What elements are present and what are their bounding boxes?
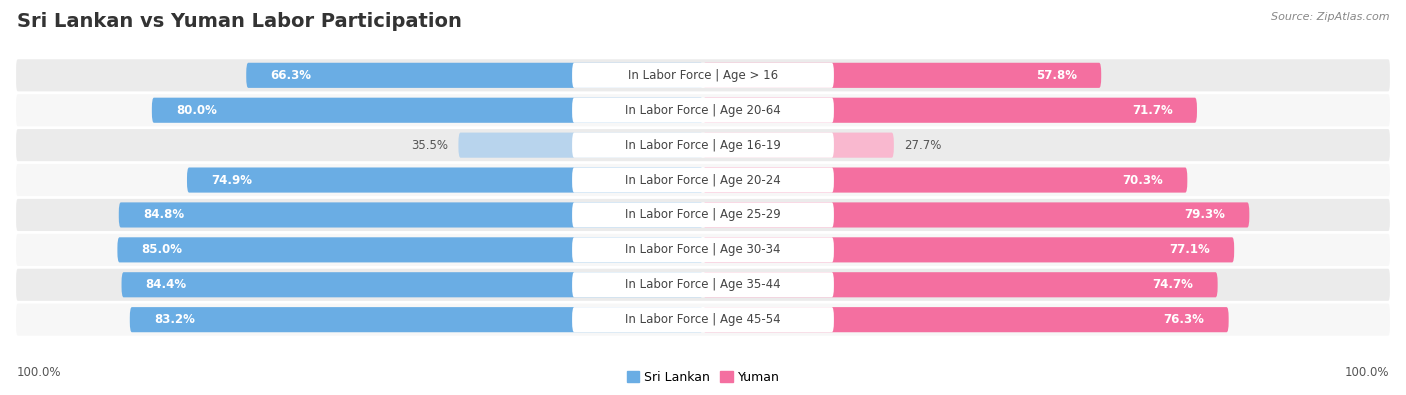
Text: 100.0%: 100.0% [17, 366, 62, 379]
Text: 84.4%: 84.4% [146, 278, 187, 291]
Text: 85.0%: 85.0% [142, 243, 183, 256]
Text: 83.2%: 83.2% [153, 313, 195, 326]
FancyBboxPatch shape [703, 63, 1101, 88]
FancyBboxPatch shape [703, 307, 1229, 332]
Text: In Labor Force | Age 35-44: In Labor Force | Age 35-44 [626, 278, 780, 291]
Text: 100.0%: 100.0% [1344, 366, 1389, 379]
Text: 70.3%: 70.3% [1122, 173, 1163, 186]
Text: In Labor Force | Age 45-54: In Labor Force | Age 45-54 [626, 313, 780, 326]
Text: In Labor Force | Age 20-64: In Labor Force | Age 20-64 [626, 104, 780, 117]
Text: In Labor Force | Age 16-19: In Labor Force | Age 16-19 [626, 139, 780, 152]
FancyBboxPatch shape [246, 63, 703, 88]
FancyBboxPatch shape [15, 129, 1391, 161]
FancyBboxPatch shape [121, 272, 703, 297]
FancyBboxPatch shape [458, 133, 703, 158]
FancyBboxPatch shape [572, 167, 834, 193]
FancyBboxPatch shape [15, 234, 1391, 266]
Text: 76.3%: 76.3% [1164, 313, 1205, 326]
FancyBboxPatch shape [703, 133, 894, 158]
FancyBboxPatch shape [187, 167, 703, 193]
FancyBboxPatch shape [118, 202, 703, 228]
Text: 77.1%: 77.1% [1170, 243, 1211, 256]
Text: 74.9%: 74.9% [211, 173, 252, 186]
FancyBboxPatch shape [572, 202, 834, 228]
Text: 71.7%: 71.7% [1132, 104, 1173, 117]
FancyBboxPatch shape [15, 94, 1391, 126]
Text: 84.8%: 84.8% [143, 209, 184, 222]
FancyBboxPatch shape [572, 237, 834, 262]
Legend: Sri Lankan, Yuman: Sri Lankan, Yuman [621, 366, 785, 389]
Text: 27.7%: 27.7% [904, 139, 942, 152]
FancyBboxPatch shape [15, 269, 1391, 301]
Text: 35.5%: 35.5% [411, 139, 449, 152]
Text: 80.0%: 80.0% [176, 104, 217, 117]
FancyBboxPatch shape [129, 307, 703, 332]
FancyBboxPatch shape [15, 304, 1391, 336]
Text: Source: ZipAtlas.com: Source: ZipAtlas.com [1271, 12, 1389, 22]
FancyBboxPatch shape [572, 272, 834, 297]
FancyBboxPatch shape [15, 59, 1391, 91]
Text: In Labor Force | Age 30-34: In Labor Force | Age 30-34 [626, 243, 780, 256]
Text: 74.7%: 74.7% [1153, 278, 1194, 291]
Text: 79.3%: 79.3% [1184, 209, 1225, 222]
Text: In Labor Force | Age 20-24: In Labor Force | Age 20-24 [626, 173, 780, 186]
FancyBboxPatch shape [15, 199, 1391, 231]
FancyBboxPatch shape [703, 272, 1218, 297]
FancyBboxPatch shape [152, 98, 703, 123]
Text: Sri Lankan vs Yuman Labor Participation: Sri Lankan vs Yuman Labor Participation [17, 12, 461, 31]
FancyBboxPatch shape [118, 237, 703, 262]
FancyBboxPatch shape [572, 98, 834, 123]
FancyBboxPatch shape [572, 63, 834, 88]
FancyBboxPatch shape [15, 164, 1391, 196]
FancyBboxPatch shape [572, 133, 834, 158]
FancyBboxPatch shape [703, 167, 1187, 193]
Text: In Labor Force | Age > 16: In Labor Force | Age > 16 [628, 69, 778, 82]
Text: 66.3%: 66.3% [270, 69, 311, 82]
FancyBboxPatch shape [703, 237, 1234, 262]
FancyBboxPatch shape [703, 98, 1197, 123]
FancyBboxPatch shape [703, 202, 1250, 228]
Text: 57.8%: 57.8% [1036, 69, 1077, 82]
Text: In Labor Force | Age 25-29: In Labor Force | Age 25-29 [626, 209, 780, 222]
FancyBboxPatch shape [572, 307, 834, 332]
